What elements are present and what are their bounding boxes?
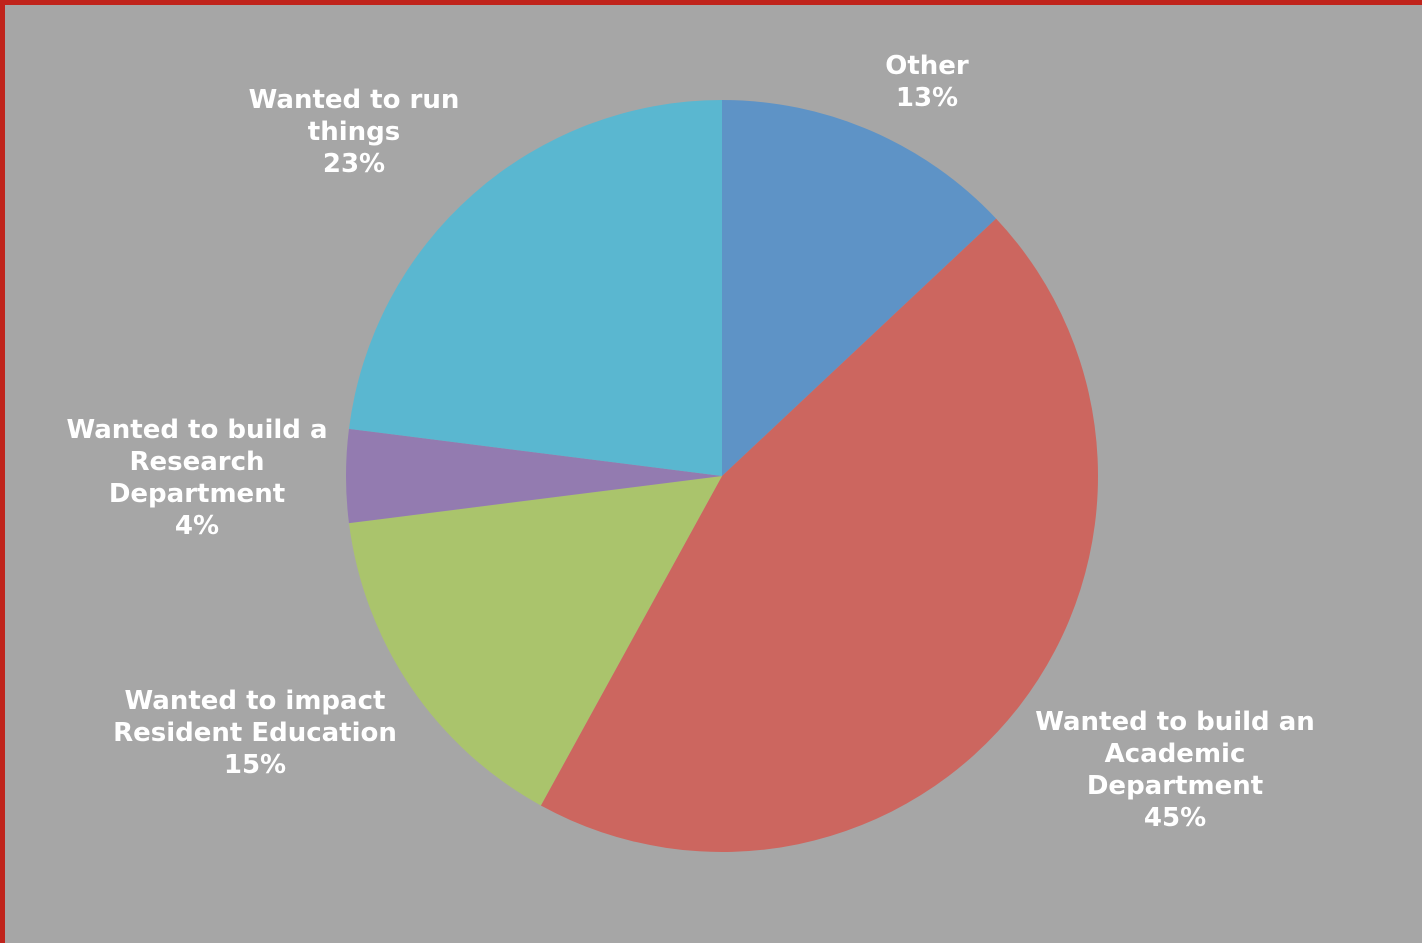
label-line: Resident Education [113,718,397,748]
percent-label: 23% [322,149,386,179]
label-line: Department [1086,771,1264,801]
label-line: Academic [1104,739,1246,769]
label-line: Department [108,479,286,509]
label-line: Wanted to build a [66,415,328,445]
label-line: Wanted to impact [124,686,386,716]
label-line: Other [885,51,969,81]
percent-label: 13% [895,83,959,113]
pie-slice-wanted-to-run-things [348,100,722,476]
slice-label-run-things: Wanted to run things 23% [249,84,460,180]
pie-chart [345,100,1099,853]
percent-label: 4% [174,511,220,541]
slice-label-research-department: Wanted to build a Research Department 4% [66,414,327,542]
slice-label-academic-department: Wanted to build an Academic Department 4… [1035,706,1315,834]
label-line: Wanted to build an [1035,707,1315,737]
percent-label: 45% [1143,803,1207,833]
pie-slice-wanted-to-impact-resident-education [348,476,722,806]
slice-label-resident-education: Wanted to impact Resident Education 15% [113,685,397,781]
slice-label-other: Other 13% [885,50,969,114]
pie-slice-other [722,100,997,476]
label-line: Wanted to run [248,85,460,115]
pie-slice-wanted-to-build-an-academic-department [540,218,1099,853]
label-line: Research [129,447,265,477]
pie-slice-wanted-to-build-a-research-department [345,428,722,524]
percent-label: 15% [223,750,287,780]
label-line: things [307,117,401,147]
